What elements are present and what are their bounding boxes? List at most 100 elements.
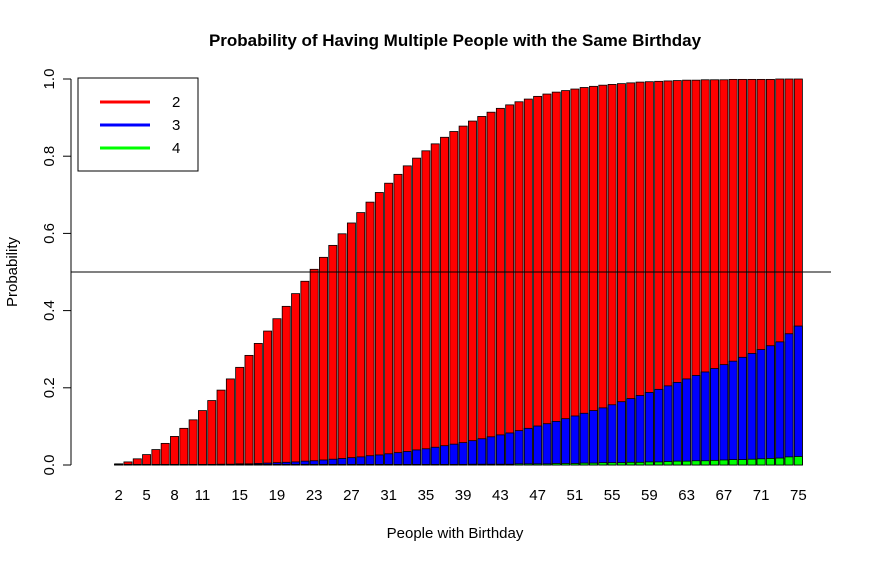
x-tick-label-75: 75: [790, 487, 807, 504]
bar-series-4-52: [579, 462, 589, 466]
x-tick-label-67: 67: [716, 487, 733, 504]
bar-series-3-51: [570, 415, 580, 466]
bar-series-4-12: [207, 463, 217, 466]
bar-series-4-50: [561, 463, 571, 466]
x-axis-label: People with Birthday: [387, 525, 524, 542]
bar-series-4-29: [365, 463, 375, 466]
bar-series-3-61: [663, 385, 673, 466]
bar-series-3-75: [793, 325, 803, 466]
bar-series-3-74: [784, 333, 794, 466]
x-tick-label-51: 51: [567, 487, 584, 504]
bar-series-2-15: [235, 366, 245, 466]
x-tick-label-35: 35: [418, 487, 435, 504]
bar-series-2-14: [225, 378, 235, 466]
y-tick-label-0.8: 0.8: [41, 146, 58, 167]
bar-series-2-7: [160, 442, 170, 466]
bar-series-2-42: [486, 111, 496, 466]
y-axis-label: Probability: [4, 236, 21, 307]
bar-series-4-33: [402, 463, 412, 466]
bar-series-3-49: [551, 420, 561, 466]
bar-series-3-66: [710, 368, 719, 466]
bar-series-4-69: [738, 459, 747, 466]
x-tick-label-59: 59: [641, 487, 658, 504]
bar-series-4-54: [598, 462, 608, 466]
bar-series-2-12: [207, 400, 217, 466]
bar-series-4-8: [170, 463, 179, 466]
bar-series-3-52: [579, 412, 589, 466]
bar-series-4-22: [300, 463, 310, 466]
bar-series-2-52: [579, 87, 589, 466]
x-tick-label-8: 8: [170, 487, 178, 504]
bar-series-2-25: [328, 244, 338, 466]
bar-series-4-66: [710, 459, 719, 466]
x-tick-label-27: 27: [343, 487, 360, 504]
bar-series-4-5: [142, 463, 152, 466]
bar-series-4-4: [132, 463, 142, 466]
bar-series-2-46: [523, 98, 533, 466]
bar-series-2-36: [430, 143, 440, 466]
y-tick-label-0.0: 0.0: [41, 455, 58, 476]
bar-series-3-68: [728, 360, 738, 466]
legend-label-3: 3: [172, 117, 180, 134]
bar-series-4-17: [253, 463, 263, 466]
chart-title: Probability of Having Multiple People wi…: [209, 31, 702, 50]
bar-series-4-45: [514, 463, 524, 466]
bar-series-4-36: [430, 463, 440, 466]
bar-series-2-40: [468, 120, 477, 466]
bar-series-3-69: [738, 356, 747, 466]
bar-series-2-48: [542, 93, 552, 466]
bar-series-4-11: [197, 463, 207, 466]
x-tick-label-23: 23: [306, 487, 323, 504]
bar-series-2-37: [440, 136, 449, 466]
legend-label-2: 2: [172, 94, 180, 111]
bar-series-4-28: [356, 463, 366, 466]
bar-series-4-25: [328, 463, 338, 466]
bar-series-4-46: [523, 463, 533, 466]
bar-series-3-37: [440, 445, 449, 466]
bar-series-3-60: [654, 388, 664, 466]
bar-series-4-35: [421, 463, 431, 466]
bar-series-4-19: [272, 463, 282, 466]
bar-series-3-35: [421, 448, 431, 466]
bar-series-2-53: [589, 85, 598, 466]
bar-series-4-47: [533, 463, 543, 466]
bar-series-3-36: [430, 446, 440, 466]
bar-series-2-22: [300, 280, 310, 466]
bar-series-2-26: [337, 233, 347, 466]
bar-series-4-39: [458, 463, 468, 466]
bar-series-3-58: [635, 395, 645, 466]
bar-series-3-67: [719, 364, 729, 466]
x-tick-label-55: 55: [604, 487, 621, 504]
bar-series-3-71: [756, 349, 766, 466]
bar-series-4-72: [765, 458, 775, 466]
bar-series-4-42: [486, 463, 496, 466]
bar-series-4-14: [225, 463, 235, 466]
x-tick-label-39: 39: [455, 487, 472, 504]
bar-series-4-18: [263, 463, 273, 466]
bar-series-2-23: [309, 268, 319, 466]
bar-series-3-53: [589, 410, 598, 466]
bar-series-4-60: [654, 461, 664, 466]
y-axis: 0.0 0.2 0.4 0.6 0.8 1.0: [41, 69, 72, 476]
x-tick-label-71: 71: [753, 487, 770, 504]
bar-series-4-70: [747, 458, 757, 466]
bar-series-2-33: [402, 165, 412, 466]
bar-series-3-42: [486, 436, 496, 466]
bar-series-2-9: [179, 427, 189, 466]
bar-series-4-38: [449, 463, 459, 466]
bar-series-2-5: [142, 454, 152, 466]
bar-series-4-62: [672, 460, 682, 466]
bar-series-2-27: [346, 222, 356, 466]
bar-series-3-65: [700, 371, 710, 466]
bar-series-3-48: [542, 423, 552, 466]
bar-series-4-68: [728, 459, 738, 466]
bar-series-2-10: [188, 419, 198, 466]
bar-series-2-8: [170, 436, 179, 466]
bar-series-2-51: [570, 88, 580, 466]
bar-series-2-18: [263, 330, 273, 466]
bar-series-3-64: [691, 375, 701, 466]
bar-series-4-49: [551, 463, 561, 466]
bar-series-2-30: [374, 192, 384, 466]
bar-series-2-38: [449, 131, 459, 466]
